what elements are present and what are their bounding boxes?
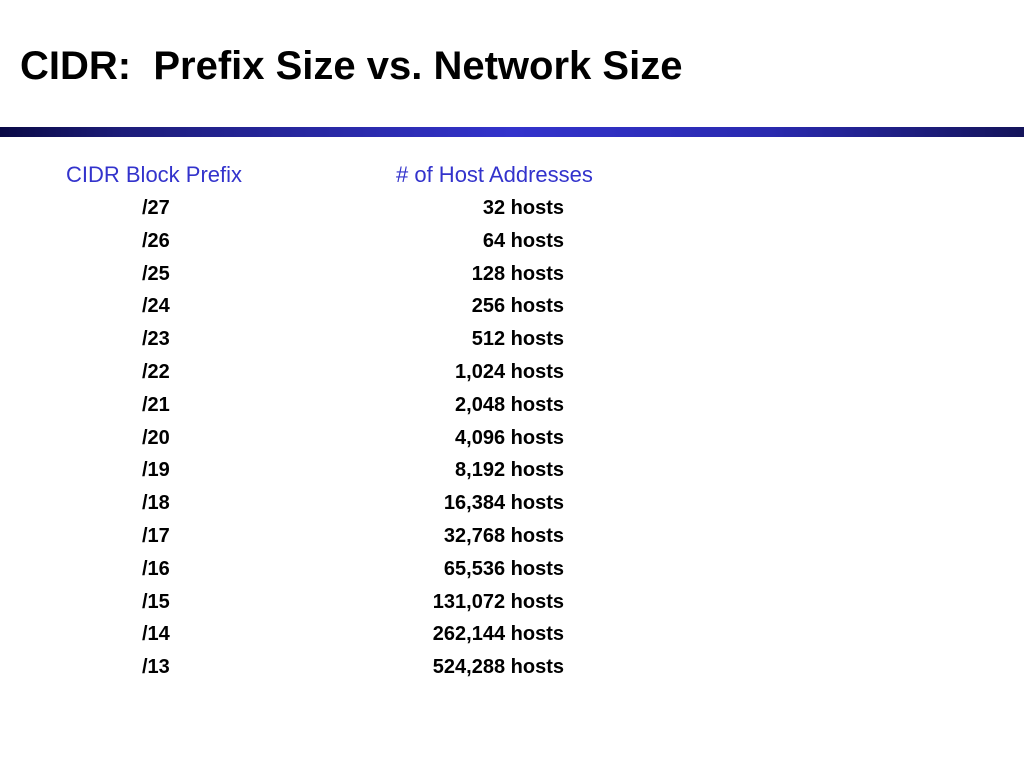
table-row: /20 4,096 hosts <box>0 427 1024 460</box>
table-row: /15 131,072 hosts <box>0 591 1024 624</box>
prefix-cell: /17 <box>142 524 170 547</box>
hosts-cell: 512 hosts <box>471 328 564 351</box>
prefix-cell: /24 <box>142 295 170 318</box>
table-row: /14 262,144 hosts <box>0 623 1024 656</box>
prefix-cell: /27 <box>142 197 170 219</box>
table-row: /18 16,384 hosts <box>0 492 1024 525</box>
hosts-cell: 4,096 hosts <box>455 426 564 449</box>
hosts-cell: 16,384 hosts <box>443 492 564 515</box>
hosts-cell: 128 hosts <box>471 262 564 285</box>
table-row: /16 65,536 hosts <box>0 558 1024 591</box>
hosts-cell: 1,024 hosts <box>455 360 564 383</box>
table-row: /27 32 hosts <box>0 197 1024 230</box>
hosts-cell: 262,144 hosts <box>432 623 564 646</box>
prefix-cell: /21 <box>142 393 170 416</box>
prefix-cell: /25 <box>142 262 170 285</box>
hosts-cell: 64 hosts <box>482 229 564 252</box>
column-header-hosts: # of Host Addresses <box>396 162 593 187</box>
table-row: /25 128 hosts <box>0 263 1024 296</box>
prefix-cell: /23 <box>142 328 170 351</box>
prefix-cell: /26 <box>142 229 170 252</box>
hosts-cell: 32 hosts <box>482 197 564 219</box>
table-row: /19 8,192 hosts <box>0 459 1024 492</box>
prefix-cell: /18 <box>142 492 170 515</box>
table-row: /21 2,048 hosts <box>0 394 1024 427</box>
slide-title: CIDR: Prefix Size vs. Network Size <box>20 44 683 88</box>
table-row: /26 64 hosts <box>0 230 1024 263</box>
prefix-cell: /16 <box>142 557 170 580</box>
column-header-prefix: CIDR Block Prefix <box>66 162 243 187</box>
hosts-cell: 8,192 hosts <box>455 459 564 482</box>
hosts-cell: 131,072 hosts <box>432 590 564 613</box>
title-divider-bar <box>0 127 1024 137</box>
prefix-cell: /15 <box>142 590 170 613</box>
table-row: /23 512 hosts <box>0 328 1024 361</box>
cidr-table-rows: /27 32 hosts/26 64 hosts/25 128 hosts/24 256… <box>0 197 1024 689</box>
prefix-cell: /14 <box>142 623 170 646</box>
prefix-cell: /19 <box>142 459 170 482</box>
prefix-cell: /22 <box>142 360 170 383</box>
hosts-cell: 2,048 hosts <box>455 393 564 416</box>
hosts-cell: 524,288 hosts <box>432 656 564 679</box>
prefix-cell: /20 <box>142 426 170 449</box>
hosts-cell: 32,768 hosts <box>443 524 564 547</box>
table-row: /13 524,288 hosts <box>0 656 1024 689</box>
table-row: /17 32,768 hosts <box>0 525 1024 558</box>
table-row: /24 256 hosts <box>0 295 1024 328</box>
hosts-cell: 65,536 hosts <box>443 557 564 580</box>
hosts-cell: 256 hosts <box>471 295 564 318</box>
prefix-cell: /13 <box>142 656 170 679</box>
table-row: /22 1,024 hosts <box>0 361 1024 394</box>
